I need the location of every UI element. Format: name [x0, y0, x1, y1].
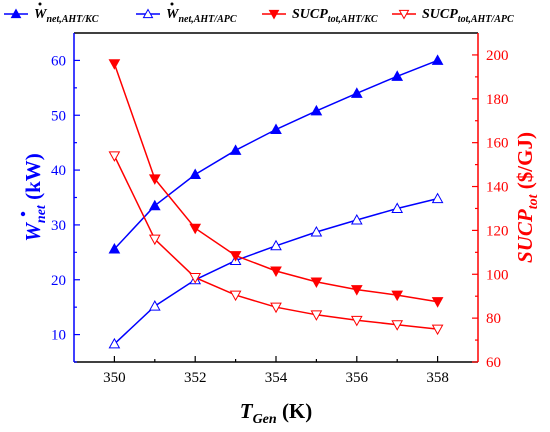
data-point — [391, 70, 404, 81]
data-point — [431, 324, 444, 336]
data-point — [350, 213, 363, 225]
legend-item-1: Wnet,AHT/APC — [136, 2, 237, 25]
legend-label: Wnet,AHT/APC — [166, 7, 237, 25]
right-y-axis-title-main: SUCP — [513, 209, 537, 263]
data-point — [391, 290, 404, 302]
left-y-tick-label: 30 — [51, 218, 66, 234]
legend-label-sub: net,AHT/KC — [46, 14, 98, 25]
legend-item-2: SUCPtot,AHT/KC — [262, 7, 378, 25]
data-point — [108, 59, 121, 70]
legend-label: SUCPtot,AHT/KC — [292, 7, 378, 25]
x-axis-title-main: T — [240, 399, 254, 423]
data-point — [310, 277, 323, 288]
x-axis-title-sub: Gen — [253, 412, 277, 427]
legend-label-sub: net,AHT/APC — [178, 14, 236, 25]
right-y-tick-label: 180 — [486, 92, 509, 108]
left-y-axis-title-main: W — [21, 222, 45, 242]
series-0 — [108, 54, 444, 254]
right-y-axis-title: SUCPtot ($/GJ) — [513, 132, 541, 263]
data-point — [350, 285, 363, 296]
right-y-tick-label: 100 — [486, 267, 509, 283]
x-tick-label: 352 — [184, 370, 207, 386]
plot-area — [108, 54, 444, 349]
right-y-axis-title-unit: ($/GJ) — [513, 132, 537, 194]
data-point — [189, 273, 202, 284]
x-tick-label: 350 — [103, 370, 126, 386]
data-point — [270, 302, 282, 314]
x-tick-label: 356 — [346, 370, 369, 386]
legend-item-0: Wnet,AHT/KC — [4, 2, 99, 25]
data-point — [108, 243, 121, 254]
data-point — [310, 310, 323, 321]
right-y-tick-label: 80 — [486, 311, 501, 327]
left-y-tick-label: 10 — [51, 328, 66, 344]
left-y-tick-label: 50 — [51, 108, 66, 124]
right-y-tick-label: 60 — [486, 355, 501, 371]
series-2 — [108, 59, 444, 308]
data-point — [310, 104, 323, 116]
data-point — [148, 199, 161, 211]
data-point — [229, 251, 242, 262]
data-point — [350, 315, 363, 327]
data-point — [270, 239, 282, 251]
legend-marker — [268, 9, 280, 20]
legend-label-main: SUCP — [422, 7, 458, 22]
legend-label-dot — [170, 2, 174, 6]
data-point — [108, 337, 121, 349]
right-y-tick-label: 200 — [486, 48, 509, 64]
data-point — [391, 320, 404, 331]
data-point — [350, 87, 363, 98]
data-point — [229, 290, 242, 302]
right-y-axis-title-sub: tot — [526, 193, 541, 209]
data-point — [148, 234, 161, 246]
left-y-axis-title-unit: (kW) — [21, 153, 45, 205]
data-point — [189, 168, 202, 179]
legend-label-main: W — [166, 7, 180, 22]
data-point — [108, 151, 121, 162]
data-point — [431, 192, 444, 204]
left-y-tick-label: 40 — [51, 163, 66, 179]
legend-label-dot — [38, 2, 42, 6]
data-point — [431, 297, 444, 308]
legend-label-sub: tot,AHT/APC — [458, 14, 514, 25]
axes: 350 352 354 356 358 10 20 30 40 50 60 60 80 100 120 140… — [20, 32, 541, 427]
legend-label: SUCPtot,AHT/APC — [422, 7, 514, 25]
data-point — [148, 174, 161, 185]
legend-marker — [10, 8, 22, 19]
data-point — [431, 54, 444, 65]
legend: Wnet,AHT/KC Wnet,AHT/APC SUCPtot,AHT/KC SUC… — [4, 2, 514, 25]
right-y-tick-label: 140 — [486, 180, 509, 196]
data-point — [189, 223, 202, 235]
legend-label: Wnet,AHT/KC — [34, 7, 99, 25]
left-y-axis-title-sub: net — [34, 204, 49, 223]
series-3 — [108, 151, 444, 336]
left-y-axis-title-dot — [20, 211, 26, 217]
data-point — [391, 202, 404, 213]
legend-marker — [398, 9, 410, 20]
data-point — [270, 123, 282, 135]
legend-label-sub: tot,AHT/KC — [328, 14, 378, 25]
data-point — [270, 266, 282, 278]
x-axis-title: TGen (K) — [240, 399, 313, 427]
left-y-tick-label: 20 — [51, 273, 66, 289]
x-tick-label: 358 — [426, 370, 449, 386]
x-axis-title-unit: (K) — [277, 399, 313, 423]
legend-item-3: SUCPtot,AHT/APC — [392, 7, 514, 25]
series-line — [113, 59, 438, 250]
x-tick-label: 354 — [265, 370, 288, 386]
series-line — [113, 63, 438, 303]
legend-label-main: W — [34, 7, 48, 22]
legend-marker — [142, 8, 154, 19]
left-y-axis-title: Wnet (kW) — [21, 153, 49, 242]
data-point — [310, 226, 323, 237]
right-y-tick-label: 160 — [486, 136, 509, 152]
right-y-tick-label: 120 — [486, 223, 509, 239]
data-point — [229, 144, 242, 155]
legend-label-main: SUCP — [292, 7, 328, 22]
data-point — [148, 300, 161, 311]
left-y-tick-label: 60 — [51, 53, 66, 69]
